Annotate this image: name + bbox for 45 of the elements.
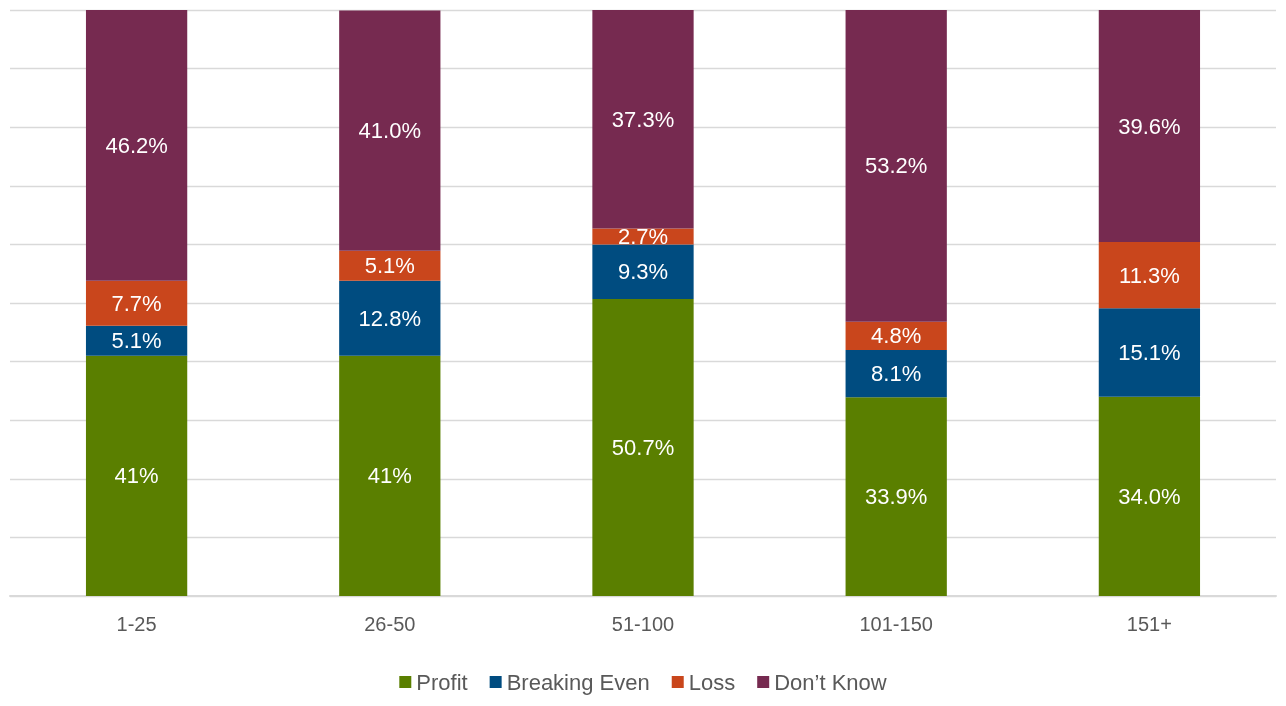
bar — [1098, 308, 1201, 397]
bar — [339, 10, 441, 251]
data-label: 5.1% — [364, 253, 415, 279]
bar — [845, 10, 947, 322]
bar — [85, 10, 188, 281]
data-label: 41.0% — [358, 118, 421, 144]
bar — [592, 244, 694, 299]
data-label: 41% — [114, 463, 159, 489]
data-label: 53.2% — [865, 153, 928, 179]
data-label: 2.7% — [617, 223, 669, 249]
bar — [845, 397, 947, 596]
data-label: 34.0% — [1118, 483, 1181, 509]
legend-label: Loss — [688, 669, 736, 695]
bar — [1098, 10, 1201, 243]
data-label: 46.2% — [105, 132, 168, 158]
legend-label: Don’t Know — [774, 669, 887, 695]
data-label: 7.7% — [111, 290, 162, 316]
bar — [85, 280, 188, 326]
bar — [1098, 396, 1201, 596]
data-label: 37.3% — [611, 106, 675, 132]
data-label: 11.3% — [1119, 262, 1180, 288]
bar — [592, 10, 694, 229]
data-label: 33.9% — [865, 484, 928, 510]
data-label: 8.1% — [871, 361, 922, 387]
bar — [85, 355, 188, 596]
x-tick-label: 1-25 — [116, 613, 157, 635]
bar — [339, 355, 441, 596]
data-label: 15.1% — [1118, 340, 1181, 366]
x-tick-label: 151+ — [1126, 613, 1172, 635]
bar — [1098, 242, 1201, 309]
data-label: 39.6% — [1118, 113, 1181, 139]
data-label: 9.3% — [617, 259, 669, 285]
data-label: 50.7% — [611, 434, 675, 460]
bar — [592, 298, 694, 596]
x-tick-label: 26-50 — [364, 613, 416, 635]
data-label: 5.1% — [111, 328, 162, 354]
data-label: 41% — [367, 463, 412, 489]
data-label: 4.8% — [871, 323, 922, 349]
bar — [845, 349, 947, 398]
x-tick-label: 51-100 — [611, 613, 675, 635]
bar — [339, 280, 441, 356]
data-label: 12.8% — [358, 305, 421, 331]
x-tick-label: 101-150 — [859, 613, 933, 635]
legend-label: Profit — [416, 669, 468, 695]
legend-label: Breaking Even — [506, 669, 650, 695]
